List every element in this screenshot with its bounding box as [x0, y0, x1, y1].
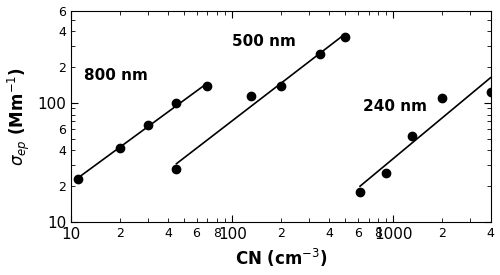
Point	[408, 134, 416, 138]
Y-axis label: $\sigma_{ep}$ (Mm$^{-1}$): $\sigma_{ep}$ (Mm$^{-1}$)	[6, 67, 32, 166]
Point	[341, 35, 349, 39]
Point	[277, 84, 285, 88]
Point	[438, 96, 446, 100]
Point	[74, 177, 82, 181]
Point	[356, 189, 364, 194]
Point	[486, 89, 494, 94]
Text: 240 nm: 240 nm	[364, 100, 428, 114]
Point	[204, 84, 212, 88]
Point	[246, 94, 254, 98]
Point	[382, 170, 390, 175]
Point	[144, 123, 152, 128]
Point	[316, 51, 324, 56]
X-axis label: CN (cm$^{-3}$): CN (cm$^{-3}$)	[234, 247, 327, 270]
Point	[116, 146, 124, 150]
Point	[172, 167, 180, 171]
Text: 800 nm: 800 nm	[84, 68, 148, 83]
Text: 500 nm: 500 nm	[232, 34, 296, 49]
Point	[172, 101, 180, 105]
